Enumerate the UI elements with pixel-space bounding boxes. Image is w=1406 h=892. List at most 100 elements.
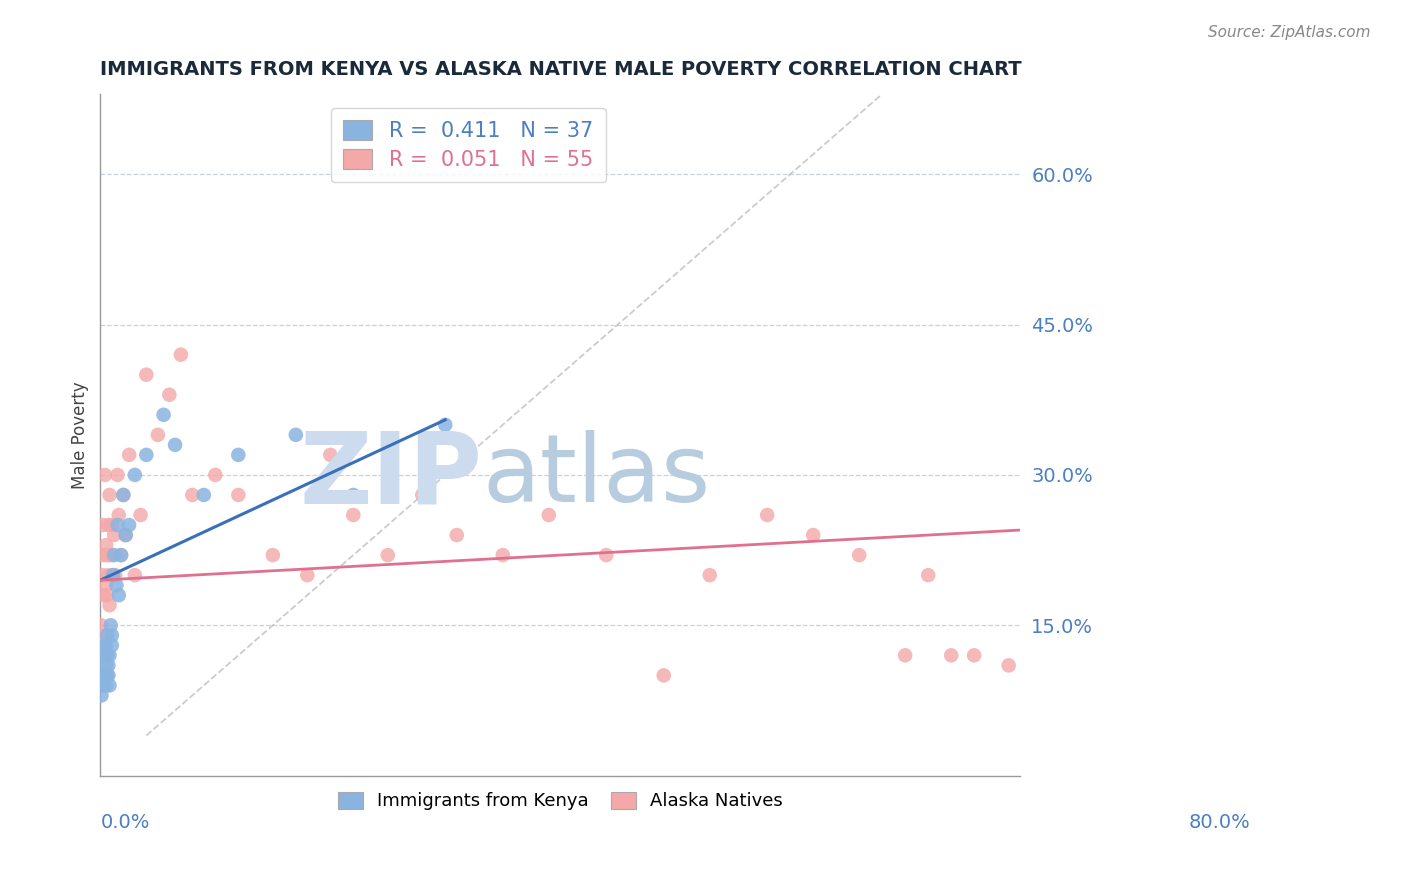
Point [193,488,215,502]
Point [124,467,146,482]
Point [377,548,399,562]
Point [96,588,118,602]
Point [342,488,364,502]
Point [96,628,118,642]
Point [98,599,121,613]
Point [135,448,157,462]
Point [228,488,250,502]
Point [297,568,319,582]
Point [103,548,125,562]
Point [103,528,125,542]
Point [112,488,135,502]
Point [124,568,146,582]
Point [262,548,284,562]
Point [94,638,117,652]
Point [107,588,129,602]
Point [170,348,193,362]
Point [100,548,122,562]
Point [848,548,870,562]
Point [98,648,121,663]
Point [146,427,169,442]
Point [94,668,117,682]
Point [90,618,112,632]
Point [157,388,180,402]
Point [129,508,152,522]
Point [492,548,515,562]
Point [104,568,127,582]
Point [91,678,114,692]
Text: atlas: atlas [482,430,710,522]
Point [101,518,124,533]
Point [114,528,136,542]
Point [94,467,117,482]
Point [894,648,917,663]
Point [107,518,129,533]
Text: Source: ZipAtlas.com: Source: ZipAtlas.com [1208,25,1371,40]
Point [165,438,187,452]
Y-axis label: Male Poverty: Male Poverty [72,381,89,489]
Point [94,578,117,592]
Point [97,658,120,673]
Point [98,488,121,502]
Point [96,648,118,663]
Text: 0.0%: 0.0% [100,814,149,832]
Point [342,508,364,522]
Point [97,668,120,682]
Point [94,678,117,692]
Point [93,648,115,663]
Text: IMMIGRANTS FROM KENYA VS ALASKA NATIVE MALE POVERTY CORRELATION CHART: IMMIGRANTS FROM KENYA VS ALASKA NATIVE M… [100,60,1022,78]
Point [434,417,457,432]
Point [93,668,115,682]
Point [105,578,128,592]
Point [228,448,250,462]
Point [96,668,118,682]
Point [595,548,617,562]
Point [204,467,226,482]
Point [941,648,963,663]
Point [917,568,939,582]
Point [652,668,675,682]
Point [93,548,115,562]
Point [110,548,132,562]
Point [107,508,129,522]
Point [91,518,114,533]
Point [801,528,824,542]
Point [101,568,124,582]
Point [101,638,124,652]
Point [118,448,141,462]
Text: ZIP: ZIP [299,427,482,524]
Point [90,689,112,703]
Point [152,408,174,422]
Point [699,568,721,582]
Point [284,427,307,442]
Point [997,658,1019,673]
Point [97,568,120,582]
Point [963,648,986,663]
Point [107,467,129,482]
Point [100,618,122,632]
Point [94,628,117,642]
Point [181,488,204,502]
Point [135,368,157,382]
Point [446,528,468,542]
Point [97,518,120,533]
Point [112,488,135,502]
Point [91,568,114,582]
Point [114,528,136,542]
Point [94,638,117,652]
Point [756,508,779,522]
Point [94,658,117,673]
Point [94,538,117,552]
Point [101,628,124,642]
Point [98,678,121,692]
Point [110,548,132,562]
Point [537,508,560,522]
Point [118,518,141,533]
Point [101,568,124,582]
Point [411,488,433,502]
Legend: Immigrants from Kenya, Alaska Natives: Immigrants from Kenya, Alaska Natives [330,784,790,818]
Point [319,448,342,462]
Text: 80.0%: 80.0% [1188,814,1250,832]
Point [96,548,118,562]
Point [93,588,115,602]
